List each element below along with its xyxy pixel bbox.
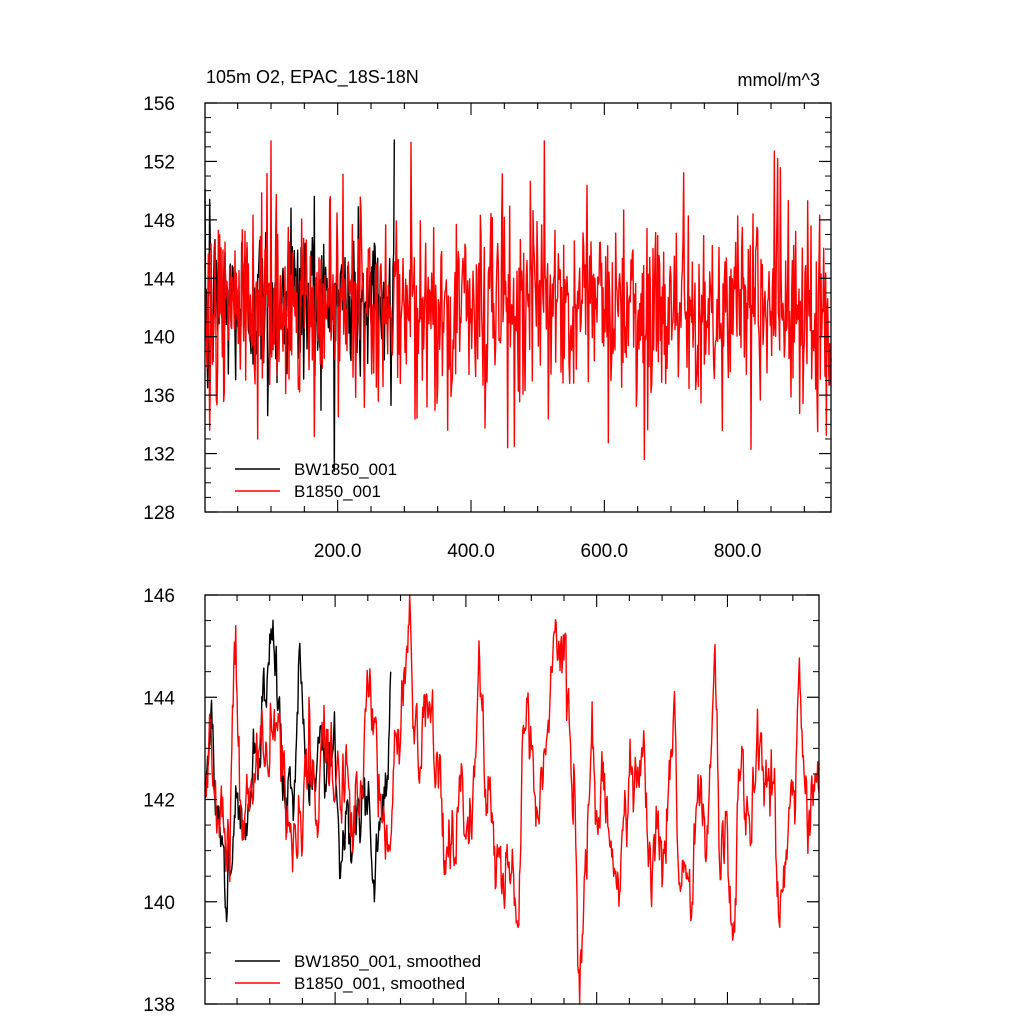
bottom-x-ticks: [236, 595, 794, 1004]
top-legend-label-0: BW1850_001: [294, 460, 397, 479]
y-tick-label: 136: [143, 386, 175, 407]
series-line-1: [204, 140, 832, 461]
y-tick-label: 140: [143, 328, 175, 349]
y-tick-label: 144: [143, 269, 175, 290]
series-line-1: [204, 594, 820, 1005]
y-tick-label: 146: [143, 586, 175, 607]
top-chart-title: 105m O2, EPAC_18S-18N: [206, 67, 419, 88]
top-x-ticks: 200.0 400.0 600.0 800.0: [237, 103, 805, 562]
y-tick-label: 138: [143, 995, 175, 1016]
y-tick-label: 140: [143, 893, 175, 914]
top-series-group: [204, 139, 832, 472]
x-tick-label: 600.0: [581, 541, 629, 562]
bottom-legend: BW1850_001, smoothed B1850_001, smoothed: [235, 952, 481, 993]
x-tick-label: 800.0: [714, 541, 762, 562]
y-tick-label: 142: [143, 791, 175, 812]
bottom-legend-label-0: BW1850_001, smoothed: [294, 952, 481, 971]
top-units-label: mmol/m^3: [738, 70, 820, 90]
bottom-legend-label-1: B1850_001, smoothed: [294, 974, 465, 993]
bottom-panel: 138 140 142 144 146 BW1850_001, smoothed B18…: [143, 586, 820, 1016]
y-tick-label: 128: [143, 503, 175, 524]
y-tick-label: 144: [143, 688, 175, 709]
bottom-plot-frame: [204, 594, 820, 1005]
y-tick-label: 152: [143, 152, 175, 173]
top-panel: 128 132 136 140 144 148 152 156 200.0 400.0 600.0…: [143, 67, 832, 562]
x-tick-label: 200.0: [314, 541, 362, 562]
bottom-series-group: [204, 594, 820, 1005]
series-line-0: [204, 619, 392, 923]
bottom-y-ticks: 138 140 142 144 146: [143, 586, 819, 1016]
y-tick-label: 156: [143, 94, 175, 115]
top-y-ticks: 128 132 136 140 144 148 152 156: [143, 94, 831, 524]
top-legend-label-1: B1850_001: [294, 482, 381, 501]
y-tick-label: 148: [143, 211, 175, 232]
y-tick-label: 132: [143, 445, 175, 466]
top-legend: BW1850_001 B1850_001: [235, 460, 397, 501]
x-tick-label: 400.0: [447, 541, 495, 562]
